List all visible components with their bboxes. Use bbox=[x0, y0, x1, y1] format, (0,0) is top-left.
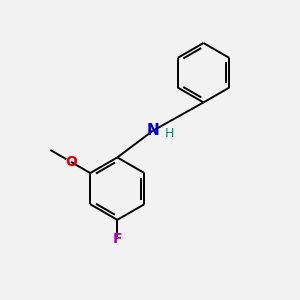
Text: O: O bbox=[65, 155, 77, 169]
Text: H: H bbox=[165, 127, 174, 140]
Text: F: F bbox=[112, 232, 122, 246]
Text: N: N bbox=[147, 123, 159, 138]
